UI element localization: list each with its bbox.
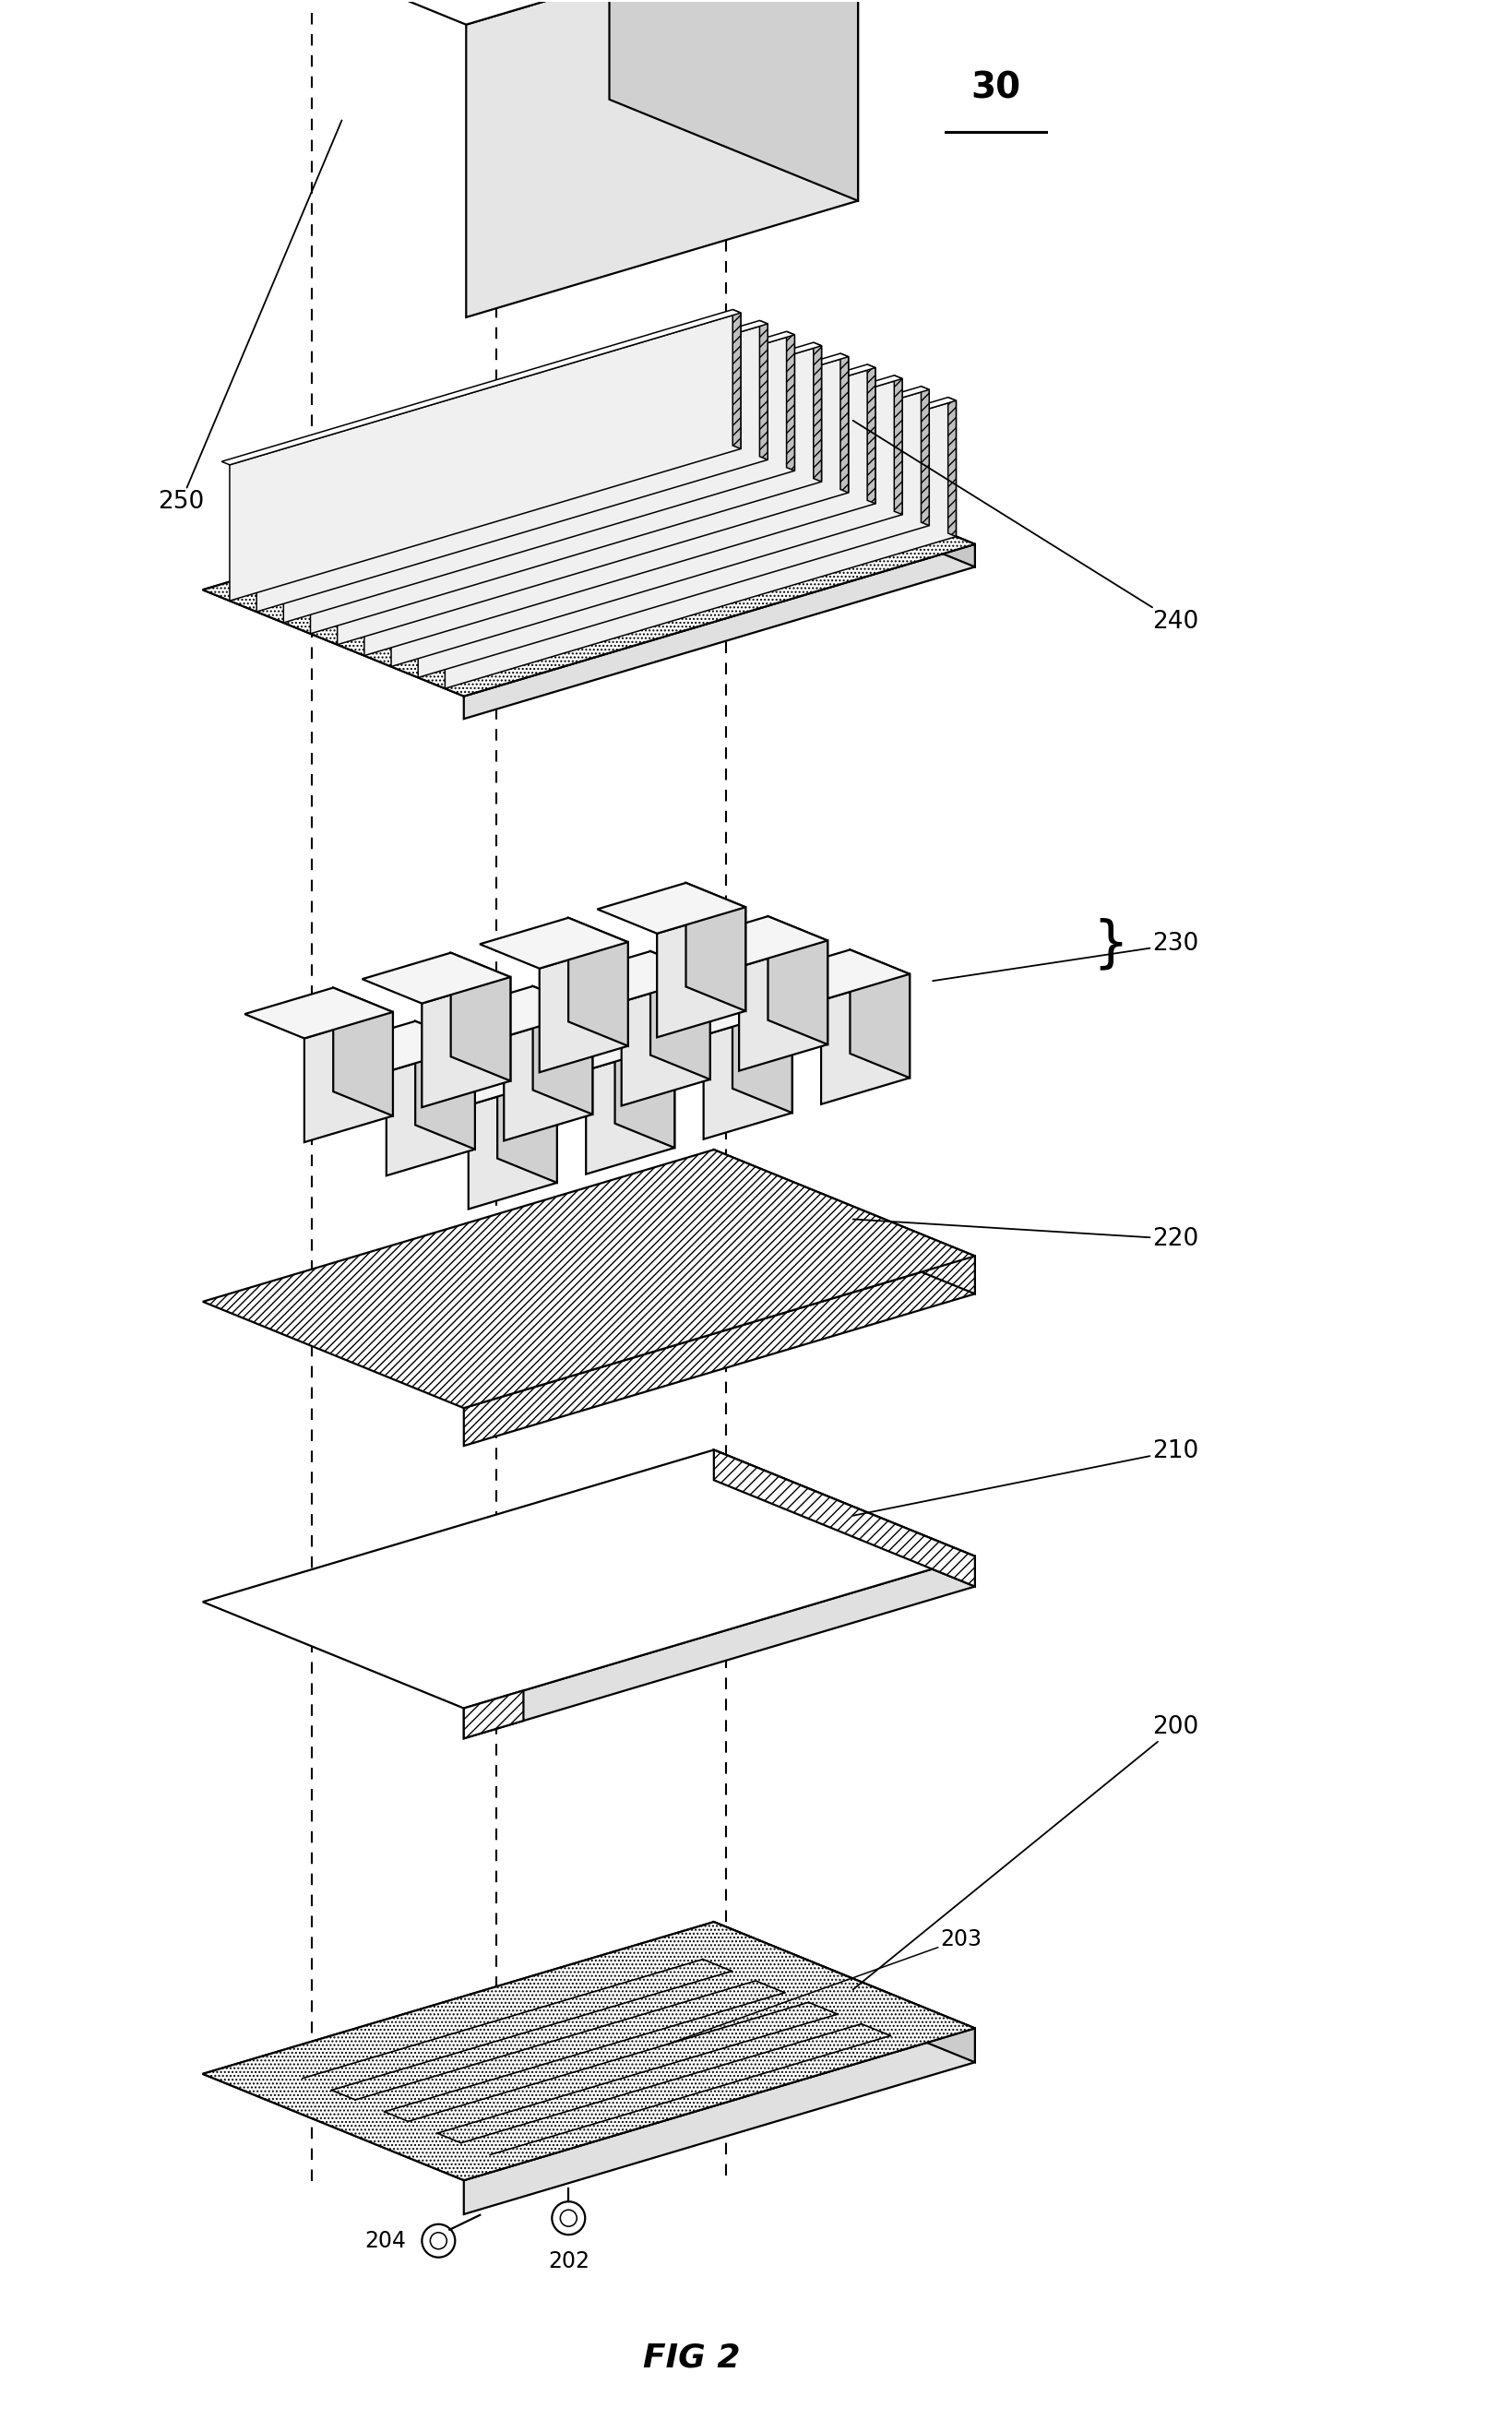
Text: }: } — [1093, 917, 1128, 970]
Text: 30: 30 — [971, 70, 1021, 104]
Polygon shape — [921, 387, 930, 525]
Polygon shape — [464, 1256, 975, 1445]
Polygon shape — [203, 1450, 975, 1709]
Polygon shape — [562, 951, 711, 1002]
Polygon shape — [222, 310, 741, 465]
Polygon shape — [257, 324, 768, 612]
Polygon shape — [532, 987, 593, 1113]
Polygon shape — [283, 334, 795, 622]
Polygon shape — [948, 397, 956, 537]
Polygon shape — [658, 908, 745, 1038]
Polygon shape — [327, 1021, 475, 1072]
Polygon shape — [759, 319, 768, 460]
Polygon shape — [445, 987, 593, 1036]
Polygon shape — [739, 941, 827, 1070]
Polygon shape — [419, 390, 930, 678]
Text: 240: 240 — [853, 421, 1199, 634]
Polygon shape — [203, 438, 975, 697]
Polygon shape — [868, 365, 875, 503]
Polygon shape — [218, 0, 857, 24]
Text: 203: 203 — [667, 1929, 983, 2045]
Polygon shape — [203, 438, 975, 697]
Text: FIG 2: FIG 2 — [643, 2343, 741, 2374]
Text: 210: 210 — [853, 1440, 1199, 1515]
Polygon shape — [587, 1043, 674, 1174]
Polygon shape — [275, 332, 795, 486]
Polygon shape — [850, 949, 910, 1077]
Polygon shape — [466, 0, 857, 317]
Polygon shape — [330, 353, 848, 508]
Polygon shape — [445, 402, 956, 690]
Polygon shape — [310, 346, 821, 634]
Polygon shape — [333, 987, 393, 1116]
Polygon shape — [416, 1021, 475, 1150]
Polygon shape — [644, 985, 792, 1036]
Polygon shape — [768, 917, 827, 1045]
Polygon shape — [894, 375, 903, 515]
Text: 220: 220 — [853, 1220, 1199, 1251]
Polygon shape — [464, 1556, 975, 1738]
Polygon shape — [387, 1045, 475, 1176]
Text: 204: 204 — [364, 2229, 407, 2253]
Polygon shape — [203, 1150, 975, 1408]
Polygon shape — [451, 953, 511, 1082]
Polygon shape — [841, 353, 848, 494]
Polygon shape — [302, 344, 821, 499]
Polygon shape — [762, 949, 910, 999]
Polygon shape — [569, 917, 627, 1045]
Polygon shape — [422, 978, 511, 1108]
Polygon shape — [526, 1019, 674, 1070]
Polygon shape — [383, 375, 903, 530]
Polygon shape — [821, 973, 910, 1104]
Polygon shape — [230, 312, 741, 600]
Polygon shape — [337, 356, 848, 644]
Polygon shape — [679, 917, 827, 968]
Polygon shape — [464, 1692, 523, 1738]
Polygon shape — [364, 368, 875, 656]
Polygon shape — [437, 397, 956, 552]
Polygon shape — [650, 951, 711, 1079]
Polygon shape — [540, 941, 627, 1072]
Polygon shape — [714, 1450, 975, 1588]
Text: 200: 200 — [853, 1716, 1199, 1989]
Polygon shape — [357, 365, 875, 520]
Polygon shape — [732, 985, 792, 1113]
Polygon shape — [363, 953, 511, 1004]
Polygon shape — [248, 319, 768, 477]
Polygon shape — [714, 1450, 975, 1588]
Polygon shape — [410, 387, 930, 542]
Polygon shape — [703, 1009, 792, 1140]
Polygon shape — [714, 438, 975, 566]
Text: 202: 202 — [547, 2251, 590, 2272]
Polygon shape — [408, 1055, 556, 1106]
Polygon shape — [714, 1921, 975, 2062]
Polygon shape — [392, 378, 903, 666]
Polygon shape — [813, 344, 821, 482]
Text: 250: 250 — [157, 121, 342, 513]
Polygon shape — [304, 1012, 393, 1142]
Polygon shape — [786, 332, 795, 472]
Polygon shape — [464, 545, 975, 719]
Polygon shape — [621, 975, 711, 1106]
Polygon shape — [597, 883, 745, 934]
Polygon shape — [203, 1921, 975, 2180]
Polygon shape — [615, 1019, 674, 1147]
Polygon shape — [503, 1012, 593, 1140]
Polygon shape — [714, 1150, 975, 1295]
Polygon shape — [733, 310, 741, 448]
Polygon shape — [203, 1921, 975, 2180]
Polygon shape — [609, 0, 857, 201]
Polygon shape — [469, 1079, 556, 1210]
Polygon shape — [464, 2028, 975, 2214]
Text: 230: 230 — [933, 932, 1199, 980]
Polygon shape — [245, 987, 393, 1038]
Polygon shape — [479, 917, 627, 968]
Polygon shape — [686, 883, 745, 1012]
Polygon shape — [497, 1055, 556, 1183]
